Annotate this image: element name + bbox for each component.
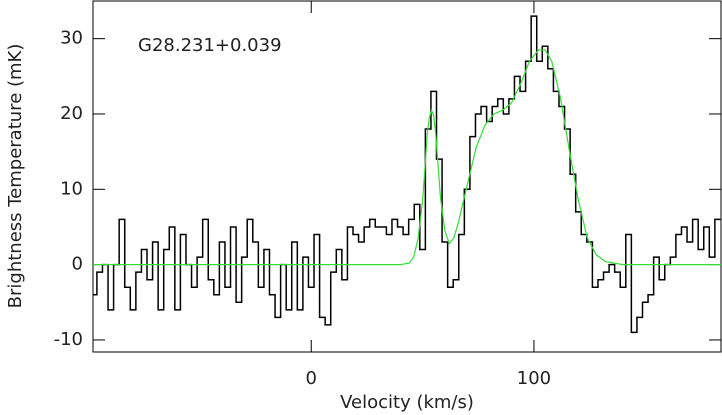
spectrum-line	[93, 15, 721, 334]
x-tick-label: 100	[517, 368, 551, 389]
fit-line	[93, 49, 721, 266]
x-tick-label: 0	[306, 368, 317, 389]
plot-frame	[92, 0, 722, 353]
y-tick-label: -10	[54, 329, 83, 350]
x-axis-label: Velocity (km/s)	[340, 392, 474, 413]
y-tick-label: 0	[72, 254, 83, 275]
annotation: G28.231+0.039	[138, 35, 282, 56]
y-tick-label: 20	[60, 103, 83, 124]
y-tick-label: 10	[60, 178, 83, 199]
y-axis-label: Brightness Temperature (mK)	[5, 44, 26, 309]
y-tick-label: 30	[60, 28, 83, 49]
